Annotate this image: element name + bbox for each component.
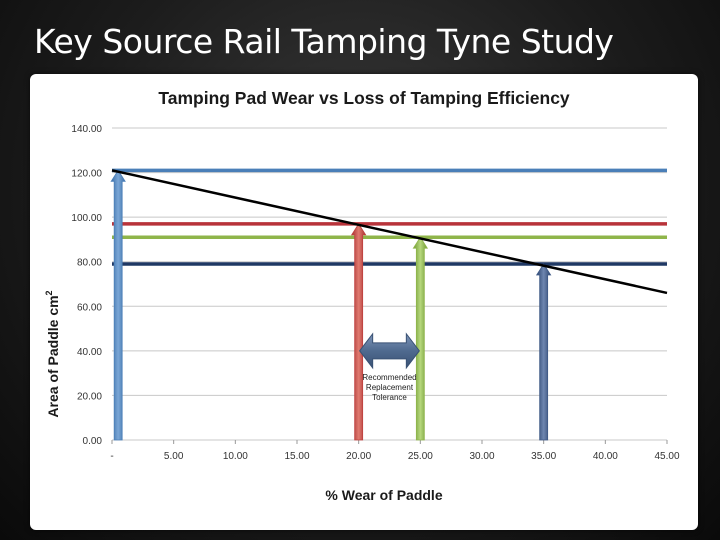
wear-line (111, 169, 668, 295)
x-tick-label: 40.00 (593, 451, 618, 462)
x-tick-label: 15.00 (284, 451, 309, 462)
chart-panel: Tamping Pad Wear vs Loss of Tamping Effi… (30, 74, 698, 530)
y-axis-label-superscript: 2 (44, 290, 54, 295)
x-axis-label: % Wear of Paddle (325, 487, 442, 503)
x-tick-label: 45.00 (654, 451, 679, 462)
tolerance-arrow-group (359, 332, 420, 370)
vertical-arrow (412, 236, 429, 441)
annotation-line: Replacement (366, 383, 414, 392)
y-tick-label: 80.00 (77, 258, 102, 269)
x-tick-label: 10.00 (223, 451, 248, 462)
x-tick-label: 35.00 (531, 451, 556, 462)
y-axis-label: Area of Paddle cm2 (44, 290, 61, 417)
slide-title: Key Source Rail Tamping Tyne Study (34, 22, 614, 61)
vertical-arrow (350, 223, 367, 441)
vertical-arrow (110, 169, 126, 441)
y-tick-label: 140.00 (71, 124, 102, 135)
x-tick-label: 25.00 (408, 451, 433, 462)
x-tick-label: 5.00 (164, 451, 184, 462)
tolerance-double-arrow (359, 332, 420, 370)
x-tick-label: 30.00 (469, 451, 494, 462)
chart-svg: Tamping Pad Wear vs Loss of Tamping Effi… (44, 88, 680, 503)
y-tick-label: 40.00 (77, 347, 102, 358)
y-tick-label: 100.00 (71, 213, 102, 224)
y-tick-label: 20.00 (77, 391, 102, 402)
y-tick-label: 0.00 (83, 436, 103, 447)
annotation-line: Tolerance (372, 393, 407, 402)
vertical-arrow (535, 263, 552, 441)
y-axis-label-text: Area of Paddle cm (45, 295, 61, 417)
y-tick-label: 120.00 (71, 169, 102, 180)
x-tick-label: 20.00 (346, 451, 371, 462)
chart-title: Tamping Pad Wear vs Loss of Tamping Effi… (158, 88, 570, 108)
annotation-line: Recommended (362, 373, 416, 382)
x-tick-label: - (110, 451, 113, 462)
y-tick-label: 60.00 (77, 302, 102, 313)
annotation-text: Recommended Replacement Tolerance (362, 373, 416, 402)
